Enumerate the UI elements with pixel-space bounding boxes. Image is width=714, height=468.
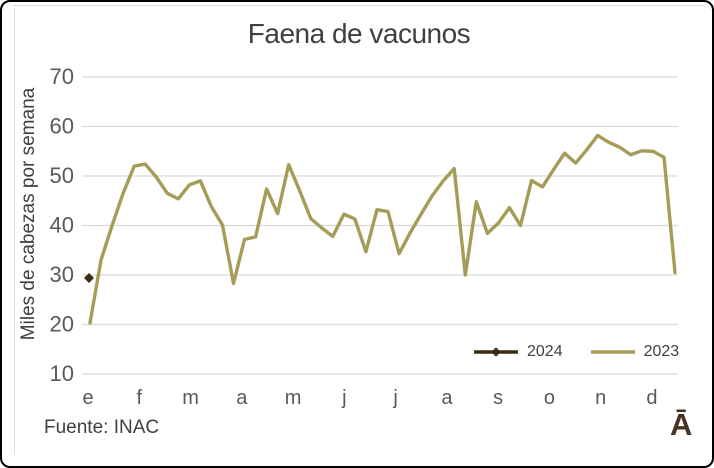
y-tick-label-40: 40 [50, 213, 74, 238]
x-tick-label-11: d [646, 387, 657, 409]
x-tick-label-7: a [441, 387, 453, 409]
y-tick-label-10: 10 [50, 361, 74, 386]
x-tick-label-5: j [341, 387, 346, 409]
chart-border-left [14, 8, 15, 454]
series-line-2023 [88, 133, 677, 325]
legend-marker-2024 [491, 347, 501, 357]
y-tick-label-60: 60 [50, 114, 74, 139]
y-tick-label-70: 70 [50, 64, 74, 89]
legend-label-2024: 2024 [527, 343, 563, 360]
chart-title: Faena de vacunos [247, 18, 471, 49]
x-tick-label-9: o [544, 387, 555, 409]
y-axis-title: Miles de cabezas por semana [18, 87, 39, 340]
source-note: Fuente: INAC [44, 417, 160, 438]
x-tick-label-0: e [82, 387, 93, 409]
y-tick-label-20: 20 [50, 312, 74, 337]
series-marker-2024 [84, 272, 94, 283]
x-tick-label-6: j [392, 387, 397, 409]
x-tick-label-1: f [136, 387, 142, 409]
legend-label-2023: 2023 [643, 343, 680, 360]
brand-logo: Ā [670, 407, 693, 442]
y-tick-label-50: 50 [50, 163, 74, 188]
x-tick-label-4: m [285, 387, 302, 409]
chart-legend: 2024 2023 [472, 343, 679, 361]
legend-swatch-2023 [590, 350, 635, 354]
legend-swatch-2024 [474, 347, 518, 357]
y-tick-label-30: 30 [50, 262, 74, 287]
chart-border-top [14, 5, 705, 6]
x-tick-label-8: s [493, 387, 503, 409]
x-tick-label-3: a [236, 387, 248, 409]
legend-item-2023: 2023 [589, 343, 680, 361]
legend-item-2024: 2024 [472, 343, 563, 361]
x-tick-label-2: m [182, 387, 199, 409]
x-tick-label-10: n [595, 387, 606, 409]
